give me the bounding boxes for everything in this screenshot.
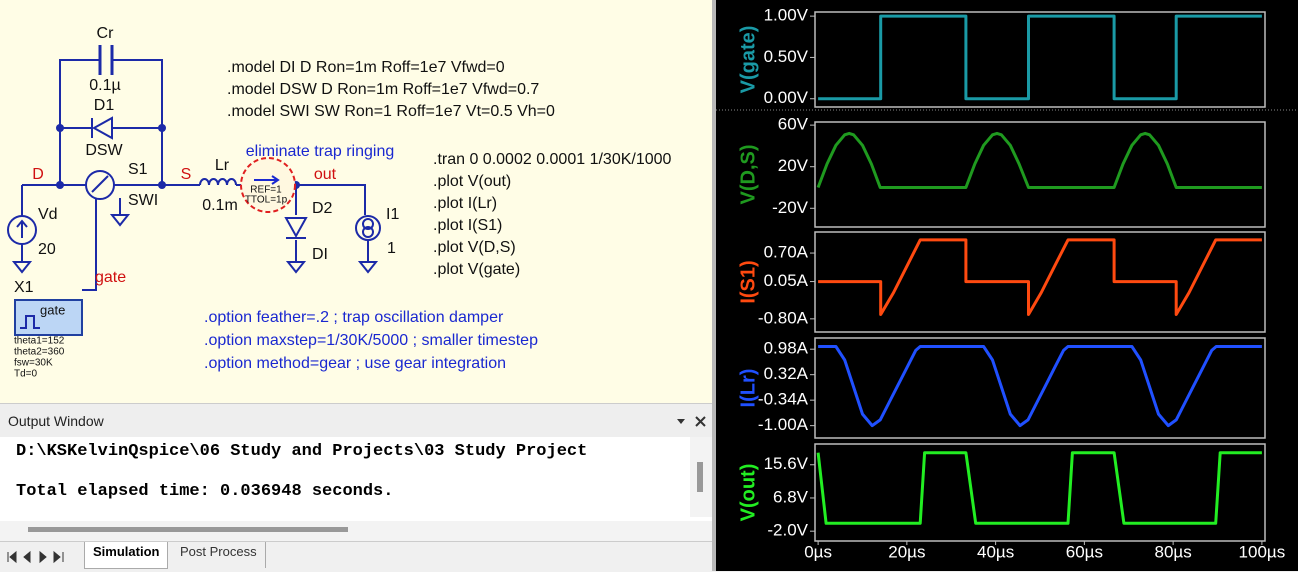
x-tick-label: 80µs <box>1155 542 1192 561</box>
y-tick-label: 6.8V <box>773 487 809 506</box>
tab-bar: Simulation Post Process <box>0 541 712 572</box>
x-tick-label: 40µs <box>977 542 1014 561</box>
directive: .plot I(S1) <box>433 217 502 234</box>
tab[interactable]: Simulation <box>84 542 169 569</box>
label: I1 <box>386 206 399 223</box>
label: gate <box>40 302 65 317</box>
label: Lr <box>215 157 230 174</box>
y-tick-label: -0.80A <box>758 308 809 327</box>
y-tick-label: 0.05A <box>764 271 809 290</box>
output-line: D:\KSKelvinQspice\06 Study and Projects\… <box>16 442 588 461</box>
waveform <box>818 14 1262 101</box>
directive: .plot V(out) <box>433 173 511 190</box>
waveform <box>818 345 1262 428</box>
directive: .model DSW D Ron=1m Roff=1e7 Vfwd=0.7 <box>227 81 539 98</box>
y-axis-label: I(Lr) <box>737 369 759 408</box>
directive: .model SWI SW Ron=1 Roff=1e7 Vt=0.5 Vh=0 <box>227 103 555 120</box>
y-tick-label: 0.32A <box>764 364 809 383</box>
directive: .tran 0 0.0002 0.0001 1/30K/1000 <box>433 151 672 168</box>
waveform <box>816 131 1262 189</box>
directive: .plot I(Lr) <box>433 195 497 212</box>
y-axis-label: V(out) <box>737 464 759 522</box>
label: 1 <box>387 240 396 257</box>
waveform-background <box>716 0 1298 571</box>
label: gate <box>95 269 126 286</box>
label: theta1=152 <box>14 336 65 347</box>
splitter[interactable] <box>712 0 716 571</box>
x-tick-label: 60µs <box>1066 542 1103 561</box>
label: out <box>314 166 337 183</box>
waveform <box>816 451 1262 525</box>
x-tick-label: 0µs <box>804 542 832 561</box>
y-tick-label: 15.6V <box>764 454 809 473</box>
label: TTOL=1p <box>245 195 288 206</box>
y-tick-label: 0.70A <box>764 243 809 262</box>
plot-frame <box>814 443 1266 542</box>
label: REF=1 <box>250 185 282 196</box>
waveform <box>818 238 1262 316</box>
label: D1 <box>94 97 115 114</box>
y-axis-label: I(S1) <box>737 260 759 303</box>
window-controls[interactable] <box>674 414 710 430</box>
y-axis-label: V(D,S) <box>737 145 759 205</box>
y-tick-label: 0.00V <box>764 88 809 107</box>
label: DSW <box>85 142 123 159</box>
output-text-area: D:\KSKelvinQspice\06 Study and Projects\… <box>0 437 712 541</box>
schematic: Cr 0.1µ D1 DSW S1 SWI Lr 0.1m eliminate … <box>0 0 712 403</box>
label: fsw=30K <box>14 358 53 369</box>
y-tick-label: 1.00V <box>764 6 809 25</box>
y-axis-label: V(gate) <box>737 26 759 94</box>
label: SWI <box>128 192 158 209</box>
schematic-background <box>0 0 712 403</box>
label: 0.1µ <box>89 77 120 94</box>
y-tick-label: 20V <box>778 156 809 175</box>
vertical-scrollbar[interactable] <box>690 437 712 517</box>
wires <box>7 45 381 336</box>
plot-frame <box>814 11 1266 108</box>
output-window-title: Output Window <box>8 413 104 429</box>
directive: .model DI D Ron=1m Roff=1e7 Vfwd=0 <box>227 59 505 76</box>
y-tick-label: -1.00A <box>758 415 809 434</box>
label: DI <box>312 246 328 263</box>
label: 20 <box>38 241 56 258</box>
label: S1 <box>128 161 148 178</box>
y-tick-label: 0.50V <box>764 47 809 66</box>
directive: .plot V(D,S) <box>433 239 516 256</box>
tab[interactable]: Post Process <box>172 542 266 568</box>
label: 0.1m <box>202 197 238 214</box>
label: theta2=360 <box>14 347 65 358</box>
directive: .option feather=.2 ; trap oscillation da… <box>204 309 504 326</box>
directive: .option maxstep=1/30K/5000 ; smaller tim… <box>204 332 538 349</box>
horizontal-scrollbar[interactable] <box>0 521 712 541</box>
output-line: Total elapsed time: 0.036948 seconds. <box>16 482 394 501</box>
tab-navigation[interactable] <box>6 550 76 564</box>
plot-frame <box>814 121 1266 228</box>
label: X1 <box>14 279 34 296</box>
output-window-header: Output Window <box>0 403 712 438</box>
label: Cr <box>97 25 115 42</box>
label: D <box>32 166 44 183</box>
label: S <box>181 166 192 183</box>
label: Td=0 <box>14 369 38 380</box>
directive: .plot V(gate) <box>433 261 520 278</box>
x-tick-label: 20µs <box>888 542 925 561</box>
y-tick-label: 60V <box>778 115 809 134</box>
label: D2 <box>312 200 333 217</box>
plot-frame <box>814 337 1266 439</box>
y-tick-label: 0.98A <box>764 339 809 358</box>
y-tick-label: -20V <box>772 198 809 217</box>
directive: .option method=gear ; use gear integrati… <box>204 355 506 372</box>
label: eliminate trap ringing <box>246 143 395 160</box>
x-tick-label: 100µs <box>1239 542 1286 561</box>
y-tick-label: -2.0V <box>767 521 808 540</box>
label: Vd <box>38 206 58 223</box>
y-tick-label: -0.34A <box>758 390 809 409</box>
